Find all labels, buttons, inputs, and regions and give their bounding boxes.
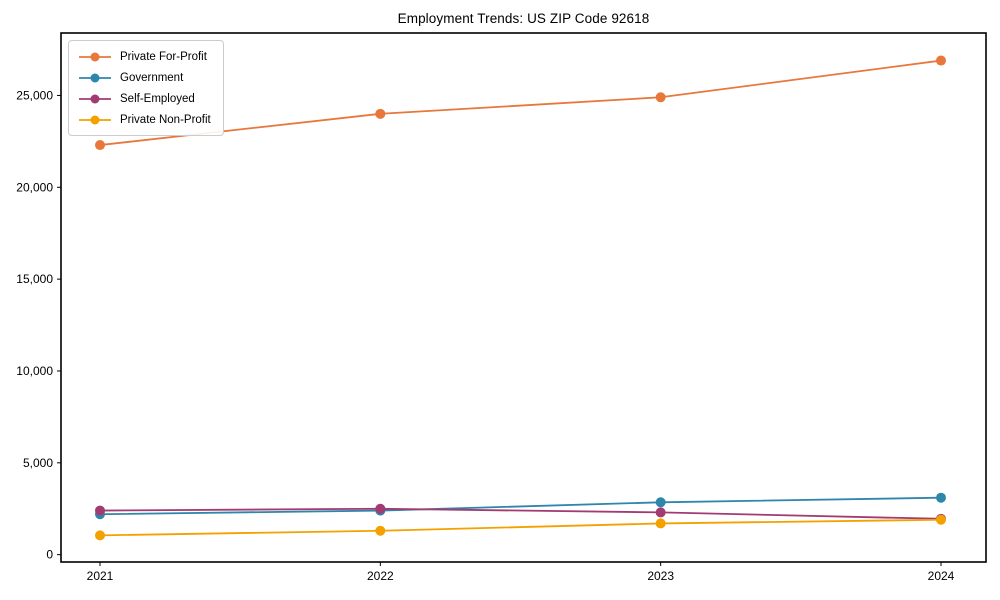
- data-point-private-non-profit-2024: [936, 514, 946, 525]
- data-point-private-for-profit-2023: [655, 92, 666, 103]
- data-point-private-for-profit-2022: [375, 108, 386, 119]
- data-point-self-employed-2023: [655, 507, 666, 518]
- y-axis-tick-label: 25,000: [16, 88, 53, 102]
- data-point-private-non-profit-2022: [375, 525, 386, 536]
- legend: Private For-Profit Government Self-Employe…: [68, 40, 224, 136]
- legend-item-government: Government: [78, 67, 211, 88]
- y-axis-tick-label: 5,000: [23, 456, 53, 470]
- legend-dot: [90, 94, 100, 103]
- legend-label: Government: [120, 71, 184, 84]
- data-point-government-2024: [936, 492, 946, 503]
- data-point-private-non-profit-2023: [655, 518, 666, 529]
- legend-dot: [90, 115, 100, 124]
- x-axis-tick-label: 2023: [647, 569, 674, 583]
- data-point-self-employed-2021: [95, 505, 105, 516]
- legend-item-private-for-profit: Private For-Profit: [78, 46, 211, 67]
- series-line-self-employed: [99, 507, 942, 520]
- y-axis-tick-label: 10,000: [16, 364, 53, 378]
- legend-marker-government: [79, 73, 111, 82]
- legend-marker-self-employed: [79, 94, 111, 103]
- legend-label: Private For-Profit: [120, 50, 207, 63]
- axes-spines: [60, 32, 987, 563]
- legend-dot: [90, 52, 100, 61]
- legend-label: Self-Employed: [120, 92, 195, 105]
- y-axis-tick-label: 20,000: [16, 180, 53, 194]
- x-axis-tick-label: 2024: [928, 569, 955, 583]
- legend-marker-private-for-profit: [79, 52, 111, 61]
- legend-marker-private-non-profit: [79, 115, 111, 124]
- data-point-government-2023: [655, 497, 666, 508]
- y-axis-tick-label: 15,000: [16, 272, 53, 286]
- series-line-private-for-profit: [99, 59, 942, 146]
- x-axis-tick-label: 2022: [367, 569, 394, 583]
- series-line-private-non-profit: [99, 518, 942, 537]
- x-axis-tick-label: 2021: [87, 569, 114, 583]
- data-point-self-employed-2022: [375, 503, 386, 514]
- y-axis-tick-label: 0: [46, 548, 53, 562]
- chart-title: Employment Trends: US ZIP Code 92618: [397, 11, 650, 26]
- data-point-private-non-profit-2021: [95, 530, 105, 541]
- legend-item-private-non-profit: Private Non-Profit: [78, 109, 211, 130]
- legend-dot: [90, 73, 100, 82]
- series-line-government: [99, 496, 942, 516]
- legend-label: Private Non-Profit: [120, 113, 211, 126]
- legend-item-self-employed: Self-Employed: [78, 88, 211, 109]
- data-point-private-for-profit-2021: [95, 140, 105, 151]
- data-point-private-for-profit-2024: [936, 55, 946, 66]
